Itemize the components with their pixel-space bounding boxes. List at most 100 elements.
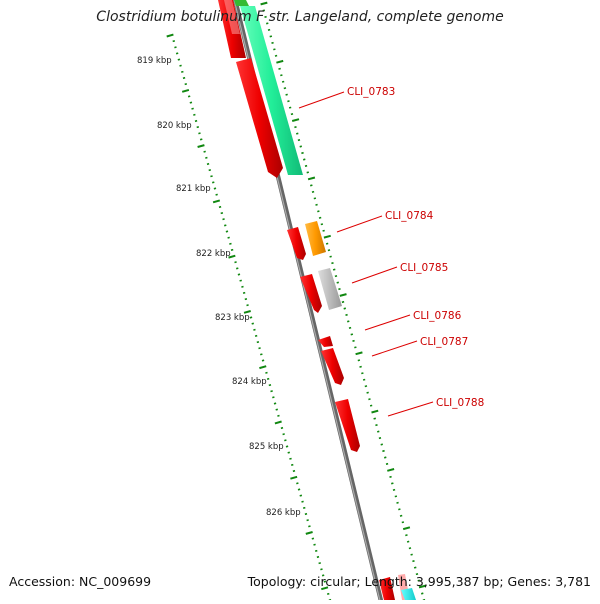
gene-feature-red-2[interactable] bbox=[287, 227, 306, 260]
minor-tick bbox=[300, 495, 302, 496]
leader-line-cli-0784 bbox=[337, 216, 382, 232]
minor-tick bbox=[284, 88, 286, 89]
gene-feature-cli-0784[interactable] bbox=[305, 221, 326, 256]
accession-text: Accession: NC_009699 bbox=[9, 574, 151, 589]
major-tick bbox=[324, 236, 331, 238]
minor-tick bbox=[272, 397, 274, 398]
minor-tick bbox=[314, 544, 316, 545]
minor-tick bbox=[402, 522, 404, 523]
minor-tick bbox=[176, 53, 178, 54]
minor-tick bbox=[236, 268, 238, 269]
major-tick bbox=[276, 61, 283, 63]
minor-tick bbox=[354, 347, 356, 348]
minor-tick bbox=[207, 164, 209, 165]
minor-tick bbox=[312, 538, 314, 539]
minor-tick bbox=[243, 293, 245, 294]
minor-tick bbox=[281, 428, 283, 429]
minor-tick bbox=[279, 69, 281, 70]
minor-tick bbox=[289, 107, 291, 108]
minor-tick bbox=[414, 567, 416, 568]
minor-tick bbox=[223, 219, 225, 220]
minor-tick bbox=[280, 75, 282, 76]
minor-tick bbox=[180, 65, 182, 66]
gene-label-cli-0784[interactable]: CLI_0784 bbox=[385, 210, 434, 222]
minor-tick bbox=[269, 385, 271, 386]
gene-label-cli-0783[interactable]: CLI_0783 bbox=[347, 86, 395, 98]
minor-tick bbox=[337, 282, 339, 283]
minor-tick bbox=[241, 287, 243, 288]
minor-tick bbox=[253, 330, 255, 331]
gene-label-cli-0785[interactable]: CLI_0785 bbox=[400, 262, 448, 274]
major-tick bbox=[292, 119, 299, 121]
minor-tick bbox=[240, 280, 242, 281]
minor-tick bbox=[363, 380, 365, 381]
minor-tick bbox=[315, 551, 317, 552]
leader-line-cli-0787 bbox=[372, 341, 417, 356]
minor-tick bbox=[314, 198, 316, 199]
minor-tick bbox=[192, 108, 194, 109]
minor-tick bbox=[293, 471, 295, 472]
minor-tick bbox=[411, 554, 413, 555]
kbp-label: 825 kbp bbox=[249, 442, 284, 452]
minor-tick bbox=[204, 151, 206, 152]
kbp-label: 826 kbp bbox=[266, 508, 301, 518]
leader-line-cli-0786 bbox=[365, 315, 410, 330]
gene-label-cli-0787[interactable]: CLI_0787 bbox=[420, 336, 468, 348]
minor-tick bbox=[245, 299, 247, 300]
major-tick bbox=[182, 90, 189, 92]
major-tick bbox=[167, 35, 174, 37]
minor-tick bbox=[291, 465, 293, 466]
major-tick bbox=[340, 294, 347, 296]
minor-tick bbox=[319, 563, 321, 564]
minor-tick bbox=[328, 250, 330, 251]
minor-tick bbox=[212, 182, 214, 183]
minor-tick bbox=[368, 399, 370, 400]
minor-tick bbox=[238, 274, 240, 275]
minor-tick bbox=[193, 115, 195, 116]
minor-tick bbox=[188, 96, 190, 97]
minor-tick bbox=[349, 328, 351, 329]
minor-tick bbox=[361, 373, 363, 374]
minor-tick bbox=[407, 541, 409, 542]
minor-tick bbox=[270, 36, 272, 37]
minor-tick bbox=[330, 256, 332, 257]
minor-tick bbox=[338, 289, 340, 290]
minor-tick bbox=[275, 56, 277, 57]
minor-tick bbox=[391, 483, 393, 484]
minor-tick bbox=[312, 192, 314, 193]
minor-tick bbox=[302, 501, 304, 502]
minor-tick bbox=[327, 594, 329, 595]
minor-tick bbox=[307, 520, 309, 521]
major-tick bbox=[356, 352, 363, 354]
minor-tick bbox=[323, 231, 325, 232]
gene-label-cli-0788[interactable]: CLI_0788 bbox=[436, 397, 484, 409]
minor-tick bbox=[317, 211, 319, 212]
minor-tick bbox=[247, 305, 249, 306]
minor-tick bbox=[287, 101, 289, 102]
minor-tick bbox=[358, 360, 360, 361]
minor-tick bbox=[181, 72, 183, 73]
minor-tick bbox=[305, 166, 307, 167]
minor-tick bbox=[333, 269, 335, 270]
minor-tick bbox=[250, 317, 252, 318]
minor-tick bbox=[173, 41, 175, 42]
minor-tick bbox=[259, 348, 261, 349]
minor-tick bbox=[367, 392, 369, 393]
minor-tick bbox=[260, 354, 262, 355]
kbp-label: 819 kbp bbox=[137, 56, 172, 66]
gene-label-cli-0786[interactable]: CLI_0786 bbox=[413, 310, 462, 322]
minor-tick bbox=[205, 158, 207, 159]
minor-tick bbox=[272, 43, 274, 44]
minor-tick bbox=[226, 231, 228, 232]
gene-feature-top-green[interactable] bbox=[234, 0, 249, 6]
minor-tick bbox=[235, 262, 237, 263]
minor-tick bbox=[265, 373, 267, 374]
minor-tick bbox=[351, 334, 353, 335]
minor-tick bbox=[316, 205, 318, 206]
major-tick bbox=[261, 3, 268, 5]
minor-tick bbox=[395, 496, 397, 497]
minor-tick bbox=[298, 140, 300, 141]
major-tick bbox=[213, 200, 220, 202]
minor-tick bbox=[291, 114, 293, 115]
